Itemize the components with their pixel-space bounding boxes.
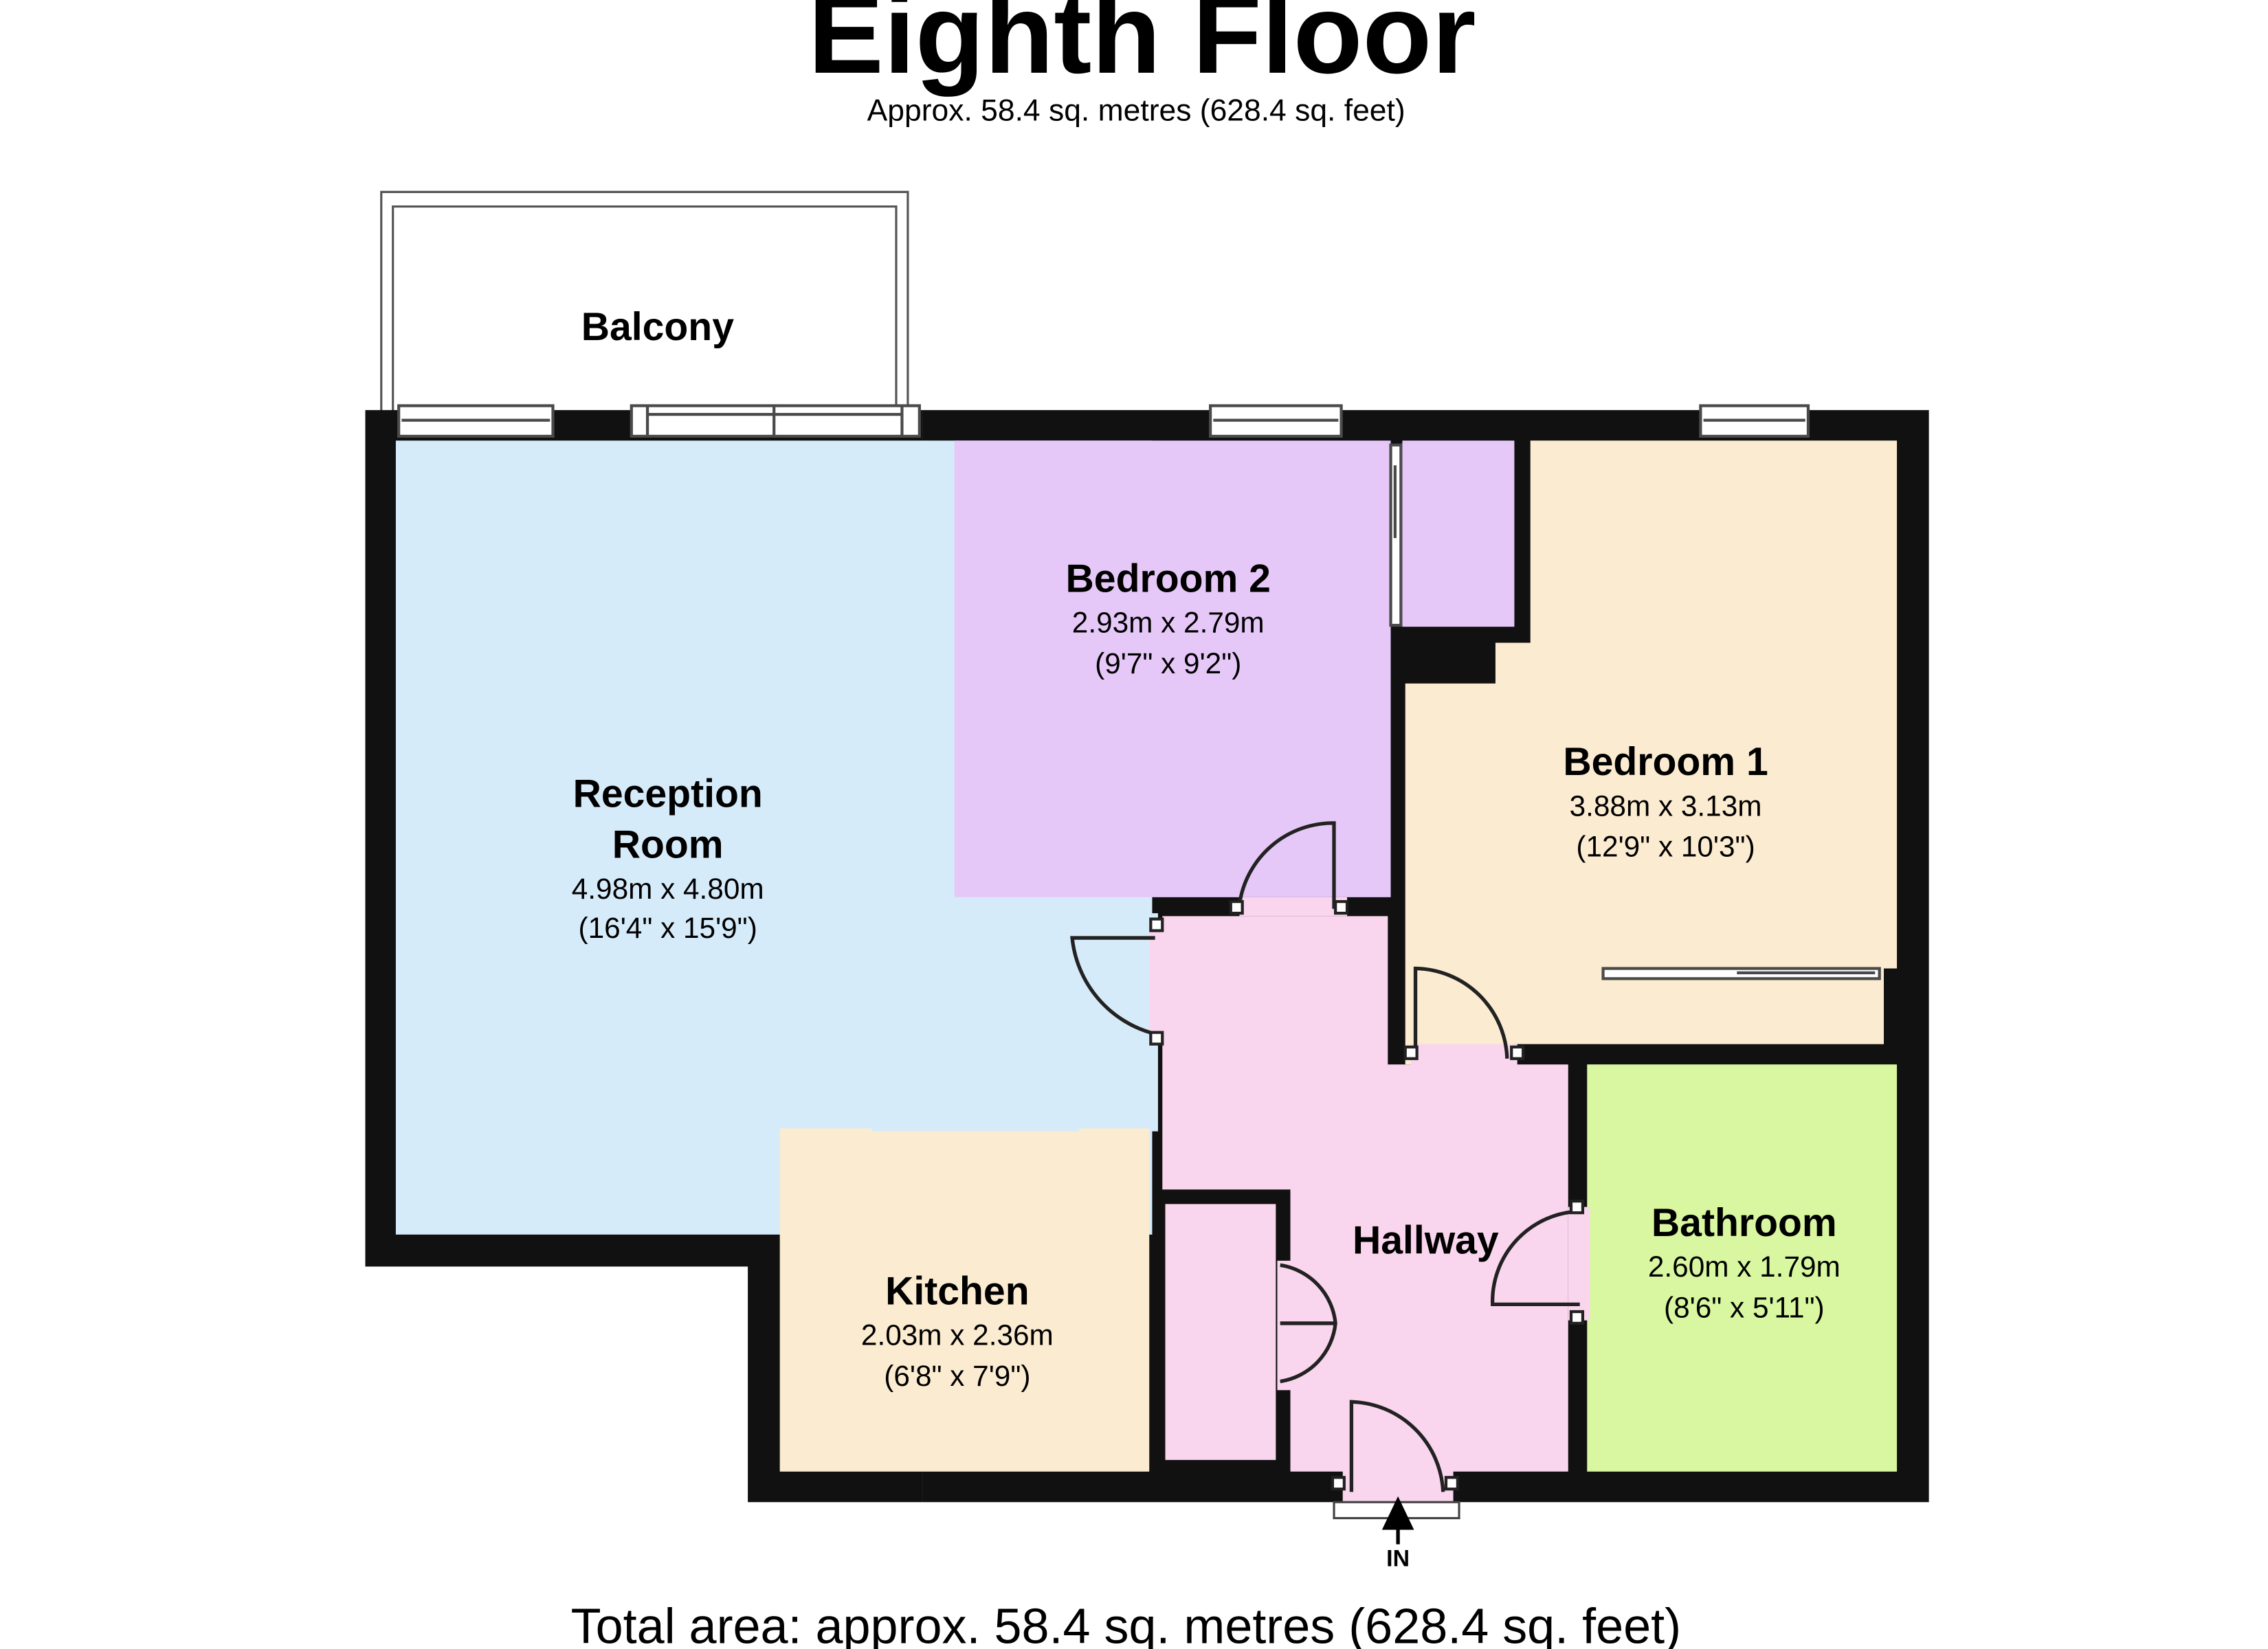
bedroom-1 xyxy=(1405,440,1898,1065)
hallway xyxy=(1162,916,1568,1472)
sliding-doors xyxy=(1389,443,1881,980)
bathroom-name: Bathroom xyxy=(1652,1201,1837,1245)
total-area: Total area: approx. 58.4 sq. metres (628… xyxy=(571,1600,1681,1649)
hallway-cupboard xyxy=(1165,1204,1276,1460)
kitchen-dims-ft: (6'8" x 7'9") xyxy=(884,1360,1030,1392)
entrance-arrow-icon xyxy=(1381,1496,1414,1530)
floor-title: Eighth Floor xyxy=(808,0,1476,97)
windows xyxy=(397,404,1810,438)
balcony-name: Balcony xyxy=(581,305,734,349)
bedroom-1-dims-m: 3.88m x 3.13m xyxy=(1570,789,1762,822)
entrance: IN xyxy=(1333,1496,1460,1571)
kitchen-name: Kitchen xyxy=(885,1269,1029,1313)
bedroom-2-dims-m: 2.93m x 2.79m xyxy=(1072,607,1265,639)
reception-room-ext xyxy=(937,913,1158,1132)
door-swings xyxy=(1070,821,1585,1492)
bedroom-2 xyxy=(954,440,1391,897)
bedroom-1-wardrobe xyxy=(1600,974,1885,1044)
bedroom-2-wardrobe xyxy=(1402,440,1515,627)
bedroom-1-name: Bedroom 1 xyxy=(1563,740,1768,784)
bathroom-dims-m: 2.60m x 1.79m xyxy=(1648,1250,1841,1283)
bathroom xyxy=(1587,1064,1898,1472)
reception-dims-m: 4.98m x 4.80m xyxy=(572,873,764,905)
kitchen xyxy=(779,1128,1150,1472)
bedroom-2-dims-ft: (9'7" x 9'2") xyxy=(1095,647,1241,680)
bathroom-dims-ft: (8'6" x 5'11") xyxy=(1664,1291,1825,1323)
bedroom-1-dims-ft: (12'9" x 10'3") xyxy=(1576,831,1755,863)
reception-name-2: Room xyxy=(612,823,724,867)
bedroom-2-name: Bedroom 2 xyxy=(1066,557,1271,601)
reception-dims-ft: (16'4" x 15'9") xyxy=(579,912,757,944)
floor-area: Approx. 58.4 sq. metres (628.4 sq. feet) xyxy=(867,94,1405,128)
entrance-label: IN xyxy=(1386,1545,1410,1571)
balcony xyxy=(380,190,909,413)
reception-name-1: Reception xyxy=(573,772,763,816)
hallway-name: Hallway xyxy=(1353,1218,1499,1262)
kitchen-dims-m: 2.03m x 2.36m xyxy=(861,1319,1054,1351)
